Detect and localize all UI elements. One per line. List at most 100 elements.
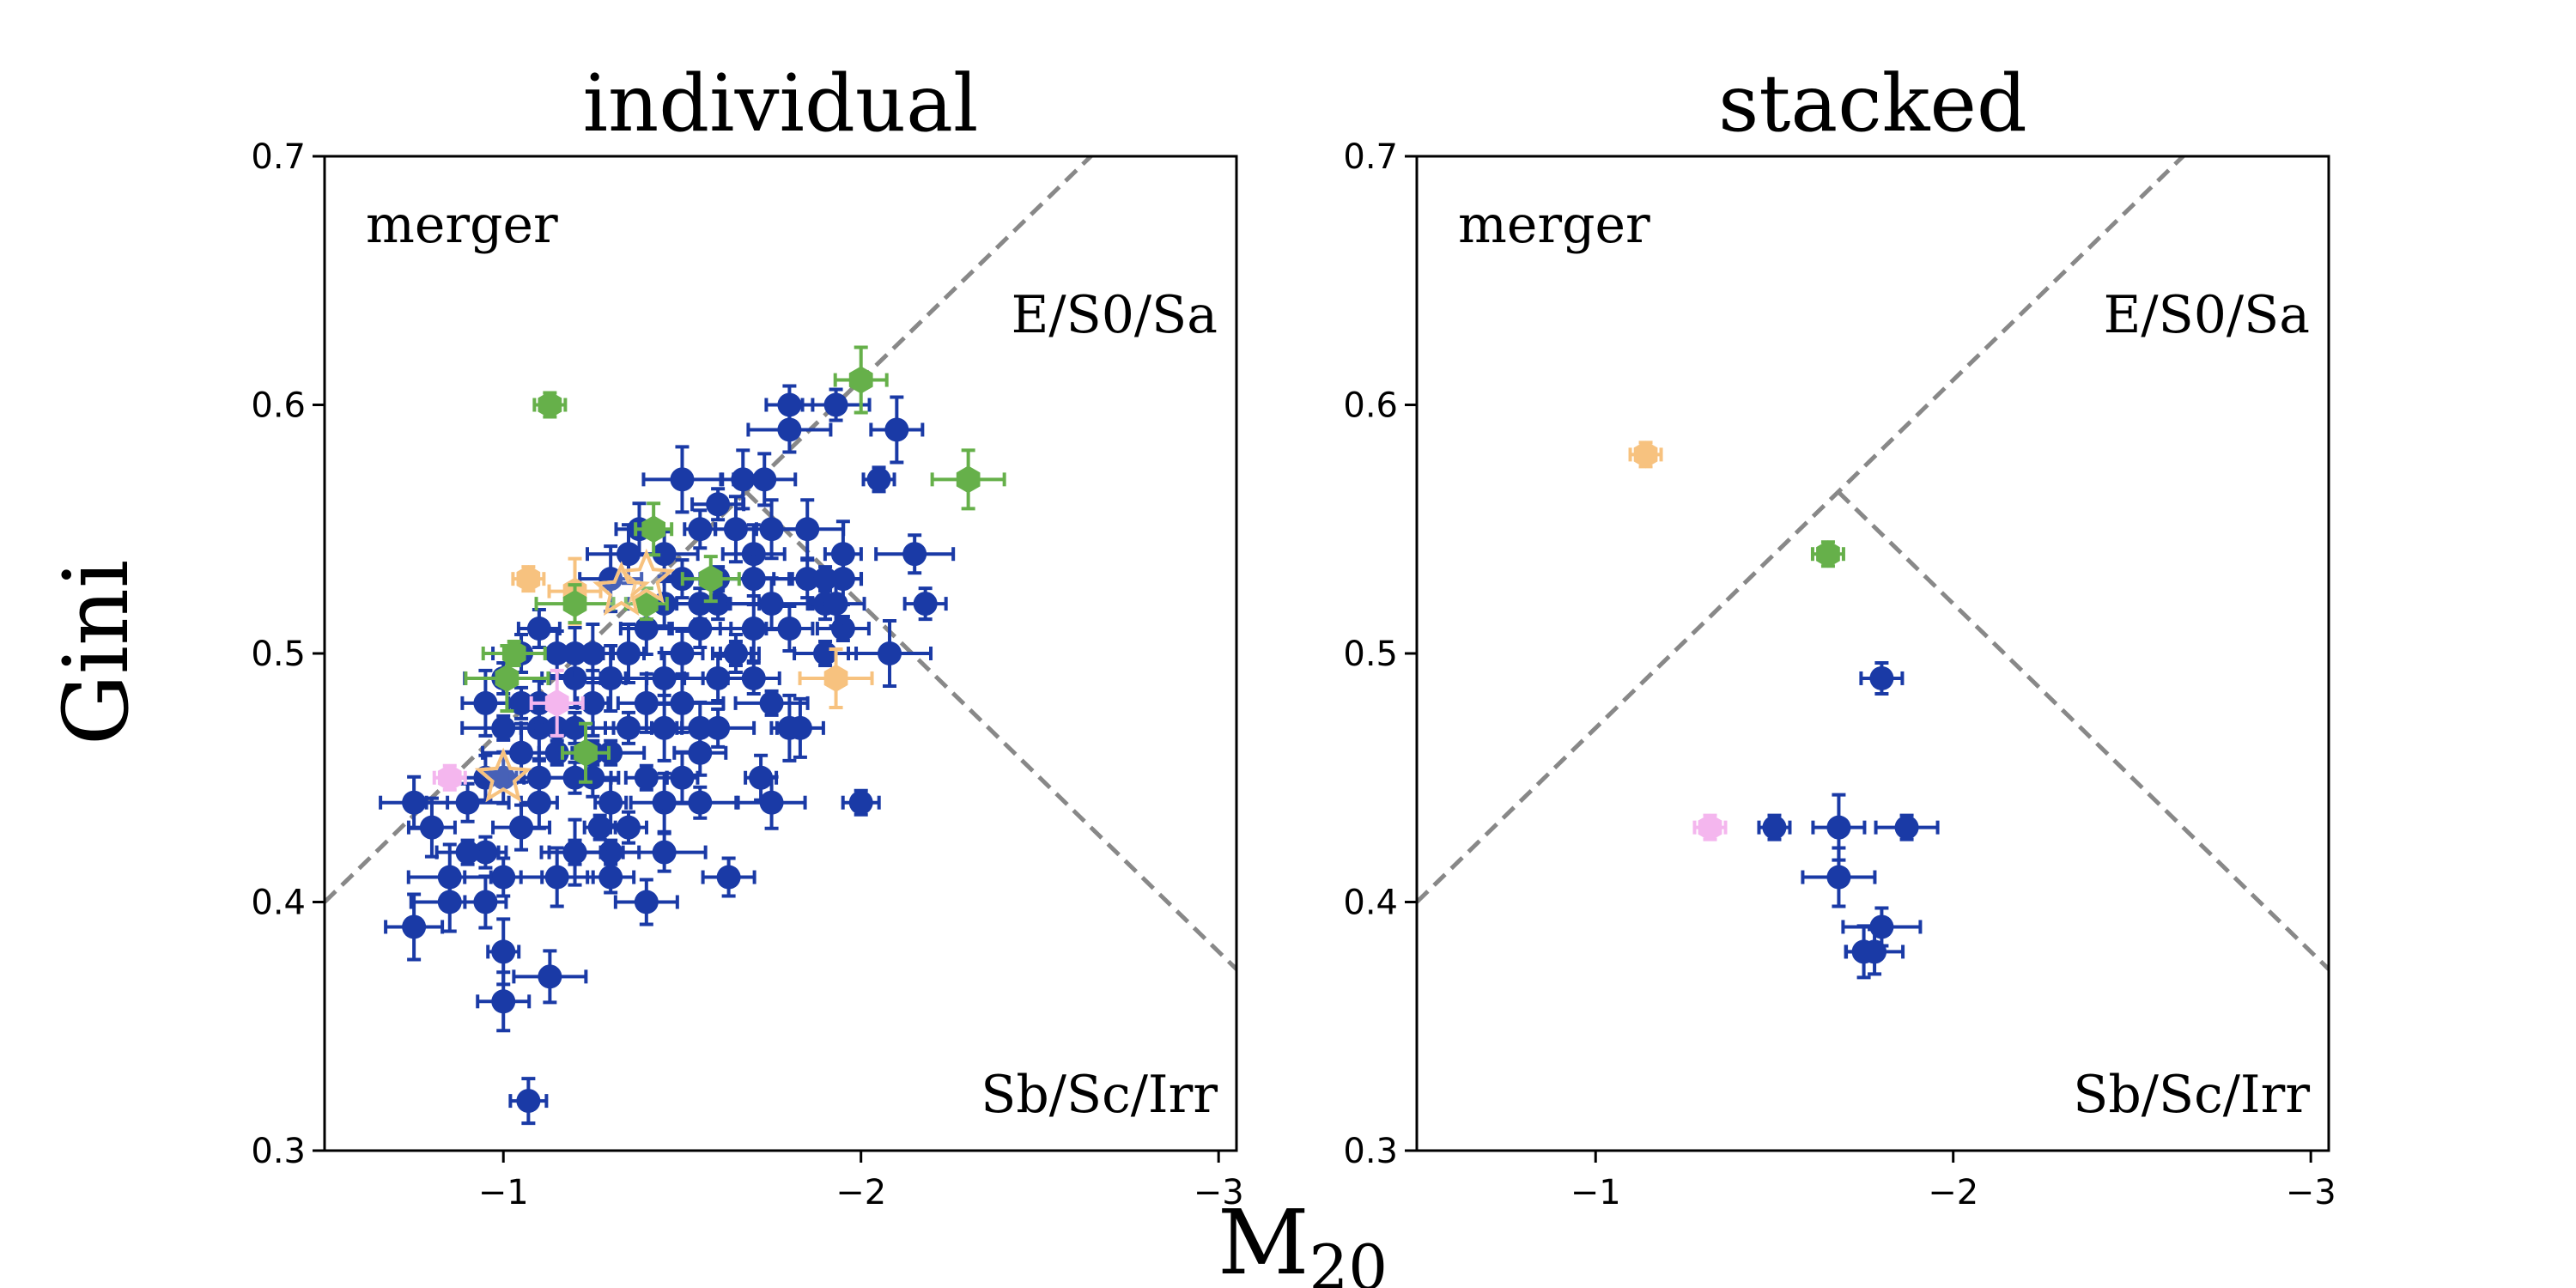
green-point: [956, 465, 981, 494]
x-tick-label: −1: [478, 1173, 529, 1212]
x-tick-label: −3: [2286, 1173, 2336, 1212]
blue-point: [706, 665, 731, 690]
blue-point: [741, 567, 766, 592]
blue-point: [402, 790, 427, 815]
blue-point: [749, 765, 774, 790]
blue-point: [716, 865, 741, 890]
panel-stacked: −1 −2 −3 0.3 0.4 0.5 0.6 0.7 stacked merger E/S0/S…: [1343, 58, 2336, 1212]
y-tick-label: 0.5: [251, 635, 306, 674]
x-tick-label: −1: [1571, 1173, 1621, 1212]
y-tick-label: 0.3: [251, 1132, 306, 1171]
blue-point: [741, 665, 766, 690]
blue-point: [670, 467, 695, 492]
y-tick-label: 0.4: [1343, 884, 1398, 923]
blue-point: [652, 542, 677, 567]
blue-point: [509, 740, 534, 765]
blue-point: [688, 790, 713, 815]
blue-point: [688, 617, 713, 641]
blue-point: [759, 790, 784, 815]
x-tick-label: −2: [835, 1173, 886, 1212]
y-tick-label: 0.5: [1343, 635, 1398, 674]
blue-point: [878, 641, 902, 665]
blue-point: [670, 641, 695, 665]
blue-point: [491, 715, 516, 740]
x-tick-label: −3: [1194, 1173, 1244, 1212]
blue-point: [509, 815, 534, 840]
x-axis-label: M20: [1218, 1190, 1388, 1288]
blue-point: [823, 392, 848, 417]
blue-point: [634, 765, 659, 790]
blue-point: [652, 840, 677, 865]
blue-point: [526, 617, 551, 641]
panel-title: individual: [583, 58, 979, 149]
blue-point: [759, 690, 784, 715]
blue-point: [526, 765, 551, 790]
blue-point: [813, 641, 838, 665]
panel-title: stacked: [1718, 58, 2027, 149]
y-tick-label: 0.4: [251, 884, 306, 923]
blue-point: [688, 740, 713, 765]
merger-boundary-line: [325, 156, 1095, 904]
star-marker-outline: [592, 561, 651, 617]
blue-point: [1826, 815, 1851, 840]
blue-point: [1869, 665, 1894, 690]
blue-point: [634, 890, 659, 914]
blue-point: [1826, 865, 1851, 890]
blue-point: [913, 592, 938, 617]
x-tick-label: −2: [1928, 1173, 1978, 1212]
y-tick-label: 0.6: [1343, 386, 1398, 426]
blue-point: [598, 665, 623, 690]
blue-point: [455, 790, 480, 815]
blue-point: [670, 765, 695, 790]
blue-point: [787, 715, 812, 740]
blue-point: [777, 617, 802, 641]
blue-point: [759, 517, 784, 542]
blue-point: [706, 715, 731, 740]
region-label-early: E/S0/Sa: [2104, 285, 2310, 345]
blue-point: [688, 517, 713, 542]
blue-point: [723, 641, 748, 665]
blue-point: [538, 964, 562, 989]
blue-error-bars: [874, 533, 956, 575]
blue-point: [617, 815, 641, 840]
blue-point: [652, 715, 677, 740]
y-tick-label: 0.3: [1343, 1132, 1398, 1171]
blue-error-bars: [1859, 660, 1905, 696]
blue-point: [580, 690, 605, 715]
blue-point: [437, 890, 462, 914]
blue-point: [491, 989, 516, 1014]
pink-point: [544, 689, 569, 717]
blue-point: [866, 467, 891, 492]
x-axis-label-main: M: [1218, 1190, 1309, 1288]
y-axis-label: Gini: [44, 560, 149, 746]
blue-point: [544, 641, 569, 665]
blue-point: [402, 914, 427, 939]
green-point: [495, 664, 519, 692]
blue-point: [473, 890, 498, 914]
green-point: [538, 391, 562, 419]
blue-point: [634, 617, 659, 641]
blue-point: [759, 592, 784, 617]
orange-point: [823, 664, 848, 692]
blue-point: [587, 815, 612, 840]
pink-point: [437, 763, 462, 792]
star-marker-outline: [617, 548, 676, 604]
blue-point: [1869, 914, 1894, 939]
blue-point: [598, 790, 623, 815]
blue-point: [562, 840, 587, 865]
green-point: [635, 590, 659, 618]
green-point: [562, 590, 587, 618]
region-label-late: Sb/Sc/Irr: [981, 1065, 1218, 1125]
data-markers: [379, 345, 1006, 1126]
blue-point: [473, 690, 498, 715]
y-tick-label: 0.7: [1343, 137, 1398, 177]
orange-point: [1633, 440, 1658, 469]
blue-point: [884, 417, 909, 442]
green-point: [698, 565, 723, 593]
blue-point: [688, 592, 713, 617]
blue-point: [617, 542, 641, 567]
blue-point: [598, 840, 623, 865]
blue-point: [509, 690, 534, 715]
panel-individual: −1 −2 −3 0.3 0.4 0.5 0.6 0.7 individual merger E/S…: [251, 58, 1244, 1212]
early-late-boundary-line: [1837, 490, 2329, 971]
